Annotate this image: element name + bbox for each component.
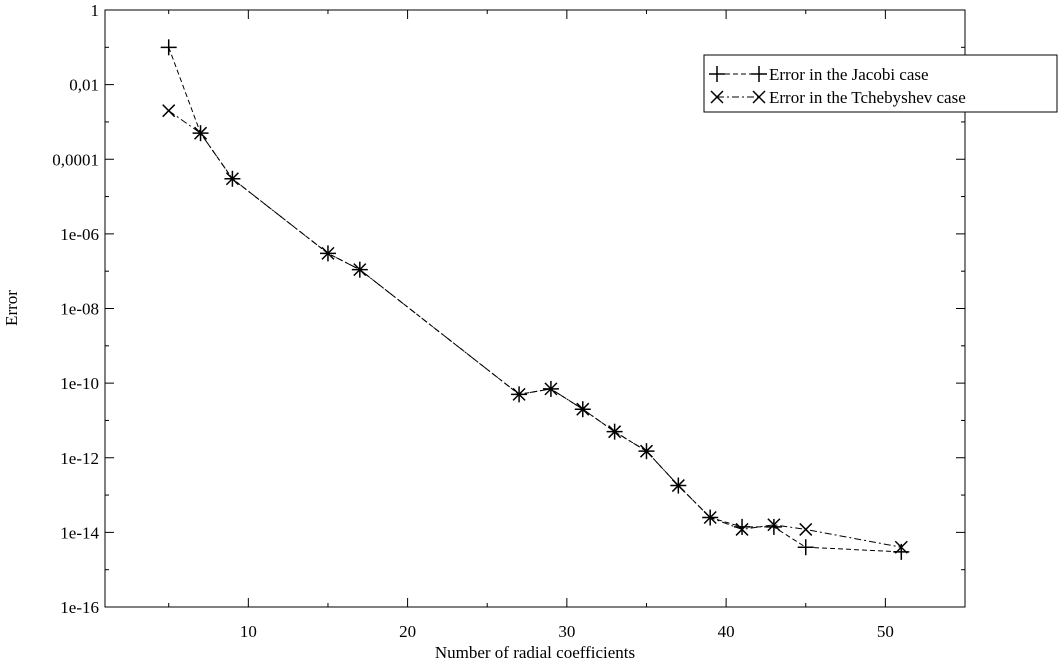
legend-item: Error in the Tchebyshev case (710, 88, 966, 107)
y-tick-label: 1e-12 (60, 449, 99, 468)
x-tick-label: 30 (558, 622, 575, 641)
series-line (168, 47, 902, 553)
y-tick-label: 1e-06 (60, 225, 99, 244)
y-tick-label: 0,01 (69, 76, 99, 95)
x-axis-title: Number of radial coefficients (435, 643, 635, 662)
y-tick-label: 1e-14 (60, 523, 99, 542)
data-point (703, 510, 717, 525)
series-tchebyshev (162, 104, 908, 554)
data-point (797, 539, 814, 556)
data-point (225, 172, 239, 186)
data-point (639, 444, 654, 458)
y-tick-label: 1e-16 (60, 598, 99, 617)
data-point (512, 387, 526, 401)
x-axis-ticks: 10 20 30 40 50 (168, 10, 966, 641)
legend-marker (751, 66, 767, 82)
data-point (735, 522, 749, 536)
data-point (799, 522, 813, 536)
legend-item: Error in the Jacobi case (709, 65, 929, 84)
y-tick-label: 1e-08 (60, 300, 99, 319)
data-point (194, 126, 208, 140)
data-point (321, 246, 335, 260)
x-tick-label: 40 (718, 622, 735, 641)
legend-label: Error in the Tchebyshev case (769, 88, 966, 107)
legend-marker (710, 90, 724, 104)
y-tick-label: 1 (91, 1, 100, 20)
series-line (168, 110, 902, 548)
data-point (765, 518, 782, 535)
data-point (608, 425, 622, 439)
data-point (576, 402, 590, 416)
data-point (160, 39, 177, 56)
x-tick-label: 10 (240, 622, 257, 641)
legend-marker (709, 66, 725, 82)
x-tick-label: 50 (877, 622, 894, 641)
legend: Error in the Jacobi case Error in the Tch… (703, 54, 1058, 113)
data-point (767, 518, 781, 532)
y-axis-title: Error (2, 290, 21, 326)
data-point (162, 104, 176, 118)
y-tick-label: 1e-10 (60, 374, 99, 393)
legend-box (703, 54, 1058, 113)
x-tick-label: 20 (399, 622, 416, 641)
data-point (544, 382, 558, 396)
y-tick-label: 0,0001 (52, 150, 99, 169)
series-jacobi (160, 39, 910, 560)
legend-marker (752, 90, 766, 104)
data-point (894, 540, 908, 554)
series-layer (160, 39, 910, 560)
data-point (353, 263, 367, 277)
data-point (671, 479, 685, 493)
y-axis-ticks: 1 0,01 0,0001 1e-06 1e-08 1e-10 1e-12 1e-14 1e-1… (52, 1, 965, 617)
legend-label: Error in the Jacobi case (769, 65, 929, 84)
